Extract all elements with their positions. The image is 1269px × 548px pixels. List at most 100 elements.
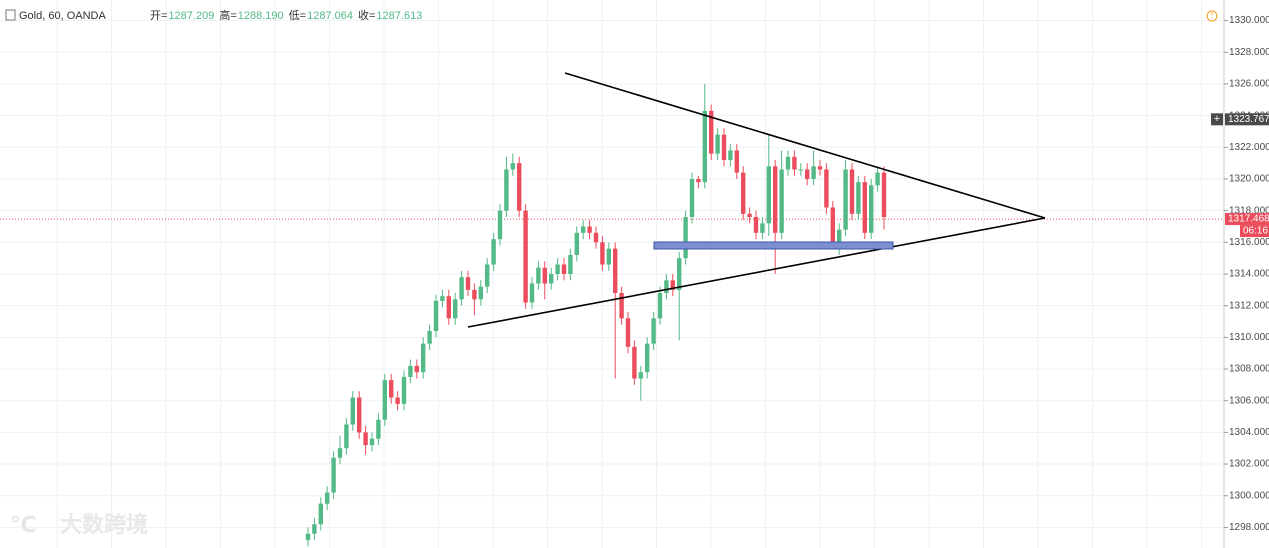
candle-body	[517, 163, 522, 211]
crosshair-price: 1323.767	[1228, 114, 1269, 125]
candle-body	[773, 166, 778, 233]
candle-body	[337, 448, 343, 458]
last-price-box	[1225, 213, 1269, 226]
alert-icon[interactable]	[1206, 10, 1218, 22]
y-tick-label: 1326.000	[1229, 79, 1269, 90]
candle-body	[843, 169, 848, 230]
y-tick-label: 1308.000	[1229, 364, 1269, 375]
watermark-logo: ℃	[10, 512, 37, 537]
y-tick-label: 1318.000	[1229, 205, 1269, 216]
candle-body	[542, 267, 547, 284]
candle-body	[619, 293, 624, 319]
candle-body	[523, 210, 528, 303]
candle-body	[497, 210, 503, 240]
y-tick-label: 1330.000	[1229, 15, 1269, 26]
legend-name: 收=	[358, 8, 375, 22]
support-zone	[653, 241, 894, 250]
legend-value: 1287.064	[307, 10, 353, 22]
candle-body	[389, 380, 394, 398]
candle-body	[728, 150, 733, 160]
candle-body	[709, 110, 714, 154]
candle-body	[613, 248, 618, 294]
trend-line-upper	[564, 72, 1046, 219]
countdown: 06:16	[1243, 226, 1268, 237]
candle-body	[741, 172, 746, 214]
candle-body	[549, 274, 554, 284]
candle-body	[721, 134, 727, 160]
candle-body	[465, 277, 471, 290]
candle-body	[817, 166, 823, 170]
legend-value: 1288.190	[238, 10, 284, 22]
trend-line-lower	[467, 217, 1046, 328]
candle-body	[421, 343, 426, 373]
candle-body	[459, 277, 464, 300]
candle-body	[625, 318, 631, 347]
y-tick-label: 1300.000	[1229, 490, 1269, 501]
candle-body	[875, 172, 880, 186]
y-tick-label: 1306.000	[1229, 395, 1269, 406]
candle-body	[395, 397, 400, 404]
candle-body	[555, 264, 560, 274]
candle-body	[510, 163, 515, 170]
y-tick-label: 1304.000	[1229, 427, 1269, 438]
y-tick-label: 1322.000	[1229, 142, 1269, 153]
candle-body	[561, 264, 567, 274]
crosshair-plus-box	[1211, 113, 1223, 126]
legend-value: 1287.613	[376, 10, 422, 22]
candle-body	[862, 182, 867, 233]
candle-body	[760, 223, 765, 233]
candle-body	[587, 226, 592, 233]
candle-body	[357, 397, 362, 433]
candle-body	[536, 267, 541, 284]
candle-body	[677, 258, 682, 290]
candle-body	[811, 166, 816, 179]
candle-body	[670, 280, 675, 290]
candle-body	[344, 424, 349, 449]
plot	[0, 83, 1224, 547]
crosshair-price-box	[1225, 113, 1269, 126]
candle-body	[491, 239, 496, 265]
candle-body	[798, 169, 803, 171]
candle-body	[664, 280, 669, 294]
candle-body	[600, 242, 605, 265]
candle-body	[881, 172, 887, 217]
y-tick-label: 1320.000	[1229, 174, 1269, 185]
candle-body	[529, 283, 535, 303]
candle-body	[376, 419, 381, 439]
candle-body	[325, 492, 330, 504]
candle-body	[472, 289, 477, 300]
candle-body	[638, 372, 643, 379]
candle-body	[433, 300, 439, 332]
candle-body	[382, 380, 387, 420]
candle-body	[369, 438, 375, 446]
candle-body	[408, 365, 413, 377]
candle-body	[734, 150, 739, 173]
legend-name: 开=	[150, 10, 167, 22]
candle-body	[805, 169, 810, 179]
y-tick-label: 1298.000	[1229, 522, 1269, 533]
y-tick-label: 1328.000	[1229, 47, 1269, 58]
y-tick-label: 1310.000	[1229, 332, 1269, 343]
candle-body	[593, 232, 599, 243]
candle-body	[702, 110, 707, 183]
candle-body	[651, 318, 656, 344]
candle-body	[574, 232, 579, 255]
countdown-box	[1240, 225, 1269, 238]
candle-body	[350, 397, 355, 425]
chart-title: Gold, 60, OANDA	[19, 10, 106, 22]
legend-value: 1287.209	[168, 10, 214, 22]
collapse-icon[interactable]	[5, 9, 16, 21]
candle-body	[830, 207, 835, 243]
candle-body	[440, 296, 445, 301]
candle-body	[856, 182, 861, 214]
candle-body	[331, 457, 336, 493]
candle-body	[318, 503, 323, 525]
candle-body	[504, 169, 509, 211]
candle-body	[312, 524, 317, 534]
candle-body	[305, 533, 311, 541]
candle-body	[581, 226, 586, 233]
candle-body	[427, 331, 432, 344]
candle-body	[414, 365, 419, 373]
candle-body	[485, 264, 490, 287]
